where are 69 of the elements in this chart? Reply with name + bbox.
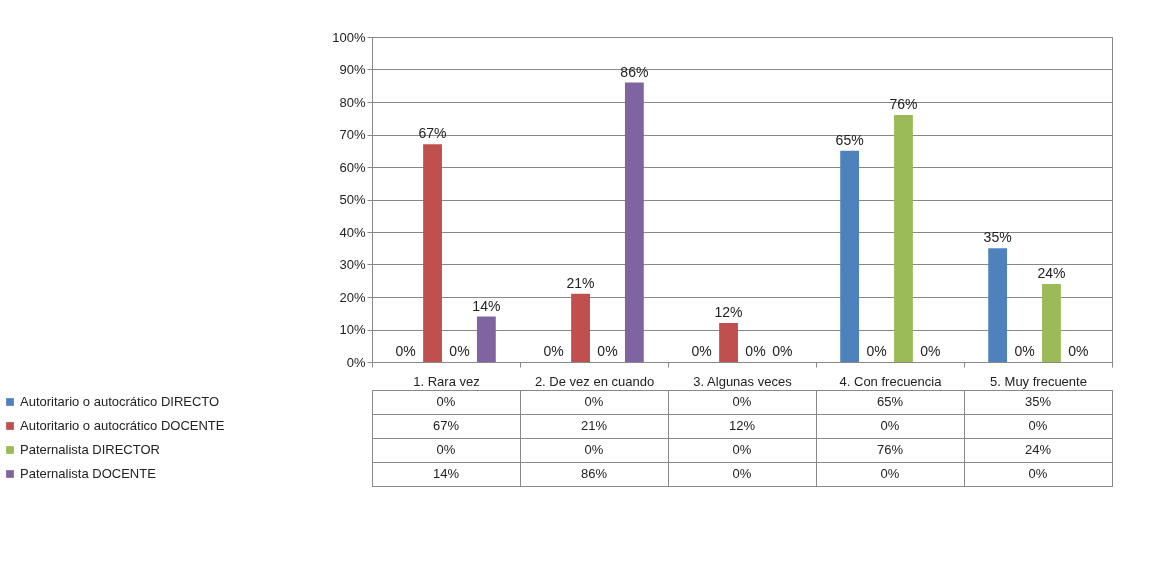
bar <box>988 248 1008 362</box>
data-label: 0% <box>880 418 900 433</box>
data-label: 12% <box>728 418 756 433</box>
y-tick-label: 10% <box>339 322 366 337</box>
text: 0% <box>691 343 712 359</box>
bar <box>476 316 496 362</box>
legend-label: Autoritario o autocrático DOCENTE <box>20 418 225 433</box>
x-tick-label: 1. Rara vez <box>413 373 480 389</box>
text: 0% <box>920 343 941 359</box>
data-label: 35% <box>1024 394 1052 409</box>
data-label: 0% <box>436 394 456 409</box>
y-tick-label: 60% <box>339 159 366 175</box>
x-tick-label: 5. Muy frecuente <box>990 373 1087 389</box>
data-label: 67% <box>432 418 460 433</box>
data-label: 21% <box>580 418 608 433</box>
data-label: 0% <box>1028 418 1048 433</box>
y-tick-label: 30% <box>339 257 366 272</box>
bar <box>624 82 644 362</box>
bar <box>840 150 860 362</box>
data-label: 0% <box>584 394 604 409</box>
legend-label: Autoritario o autocrático DIRECTO <box>20 394 220 409</box>
text: 21% <box>566 274 595 291</box>
data-label: 86% <box>580 466 608 481</box>
y-tick-label: 40% <box>339 224 366 240</box>
legend-label: Paternalista DOCENTE <box>20 466 157 481</box>
x-tick-label: 3. Algunas veces <box>693 373 793 389</box>
data-label: 0% <box>880 466 900 481</box>
text: 0% <box>1068 343 1089 359</box>
y-tick-label: 80% <box>339 94 366 110</box>
text: 14% <box>472 297 501 314</box>
y-tick-label: 0% <box>346 354 366 370</box>
text: 12% <box>714 304 743 320</box>
text: 24% <box>1037 265 1066 281</box>
text: 0% <box>543 343 564 359</box>
text: 0% <box>745 343 766 359</box>
y-tick-label: 50% <box>339 192 366 207</box>
data-label: 65% <box>876 394 904 409</box>
text: 0% <box>597 343 618 359</box>
text: 67% <box>418 125 447 142</box>
data-label: 24% <box>1024 442 1052 457</box>
bar <box>894 115 913 362</box>
text: 0% <box>449 343 470 359</box>
bar <box>571 293 590 362</box>
legend-label: Paternalista DIRECTOR <box>20 442 160 457</box>
text: 86% <box>620 63 649 80</box>
text: 65% <box>835 131 864 148</box>
x-tick-label: 2. De vez en cuando <box>534 373 655 389</box>
bar <box>719 323 738 362</box>
text: 76% <box>889 96 918 112</box>
text: 0% <box>772 343 793 359</box>
x-tick-label: 4. Con frecuencia <box>839 373 943 389</box>
text: 0% <box>866 343 887 359</box>
data-label: 0% <box>732 442 752 457</box>
bar <box>1042 284 1061 362</box>
data-label: 0% <box>1028 466 1048 481</box>
bar <box>423 144 442 362</box>
text: 0% <box>1014 343 1035 359</box>
text: 0% <box>395 343 416 359</box>
data-label: 14% <box>432 466 460 481</box>
data-label: 0% <box>584 442 604 457</box>
data-label: 0% <box>732 466 752 481</box>
data-label: 0% <box>732 394 752 409</box>
text: 35% <box>983 229 1012 246</box>
y-tick-label: 100% <box>332 29 366 45</box>
y-tick-label: 90% <box>339 62 366 77</box>
y-tick-label: 20% <box>339 289 366 305</box>
data-label: 76% <box>876 442 904 457</box>
data-label: 0% <box>436 442 456 457</box>
y-tick-label: 70% <box>339 127 366 142</box>
